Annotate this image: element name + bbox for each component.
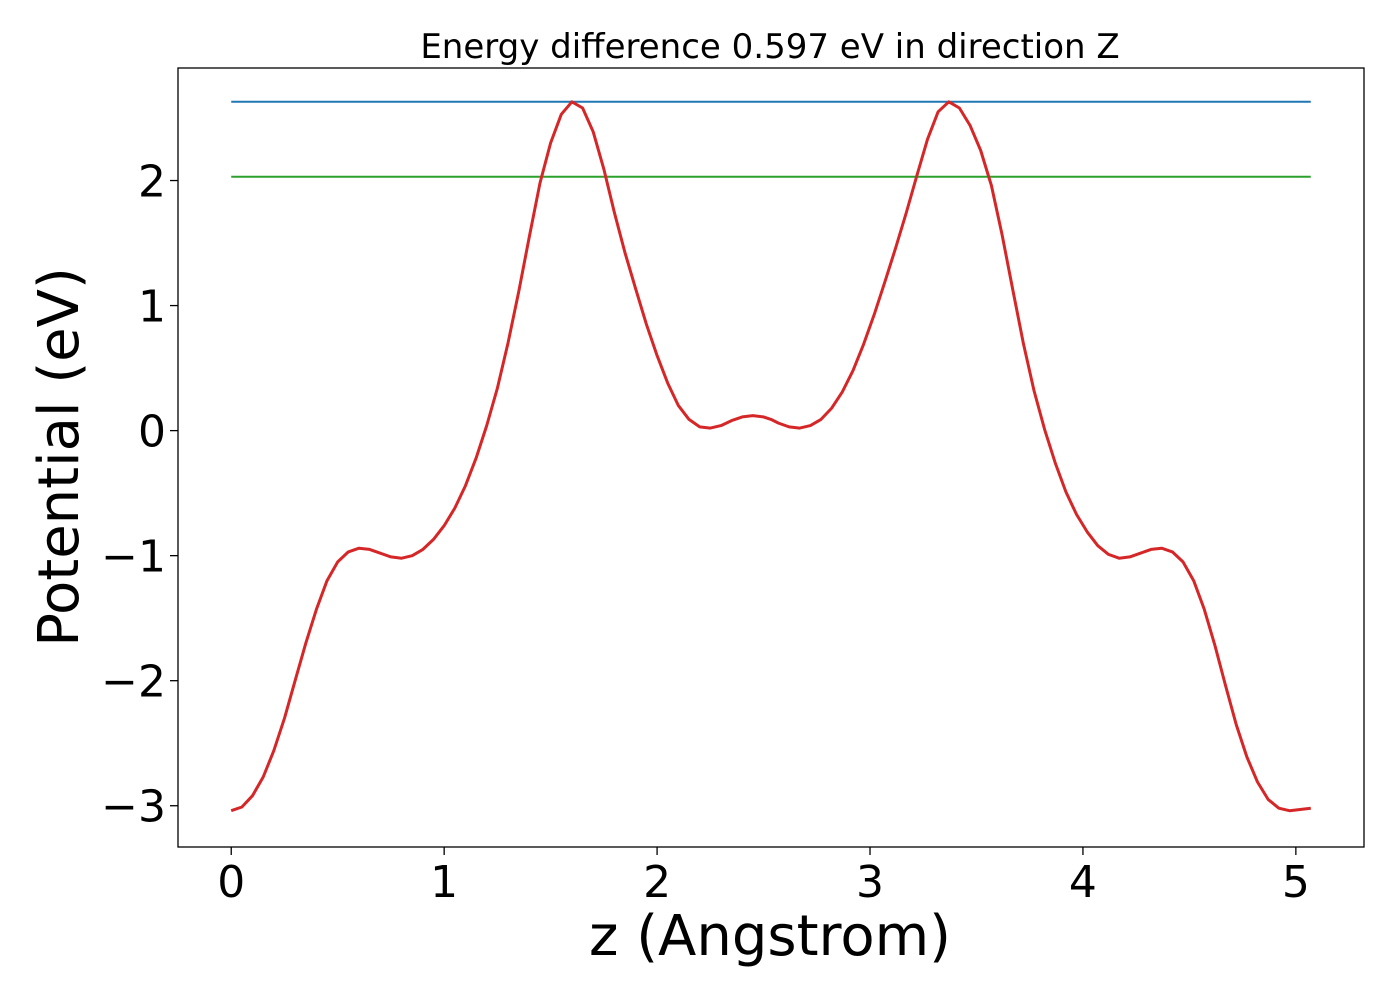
potential-series-line bbox=[230, 100, 1311, 813]
y-tick-label: −2 bbox=[101, 657, 166, 708]
y-tick-label: 0 bbox=[138, 407, 166, 458]
y-tick-label: −1 bbox=[101, 532, 166, 583]
x-tick-label: 0 bbox=[217, 857, 245, 908]
x-axis: 0 1 2 3 4 5 bbox=[217, 847, 1310, 908]
y-axis-label: Potential (eV) bbox=[27, 267, 92, 647]
x-axis-label: z (Angstrom) bbox=[589, 904, 951, 969]
x-tick-label: 5 bbox=[1282, 857, 1310, 908]
axes-frame bbox=[177, 67, 1365, 848]
y-tick-label: −3 bbox=[101, 782, 166, 833]
plot-area bbox=[230, 100, 1311, 813]
x-tick-label: 2 bbox=[643, 857, 671, 908]
y-axis: −3 −2 −1 0 1 2 bbox=[101, 157, 178, 833]
chart-title: Energy difference 0.597 eV in direction … bbox=[420, 27, 1119, 67]
x-tick-label: 1 bbox=[430, 857, 458, 908]
x-tick-label: 4 bbox=[1069, 857, 1097, 908]
y-tick-label: 2 bbox=[138, 157, 166, 208]
y-tick-label: 1 bbox=[138, 282, 166, 333]
x-tick-label: 3 bbox=[856, 857, 884, 908]
